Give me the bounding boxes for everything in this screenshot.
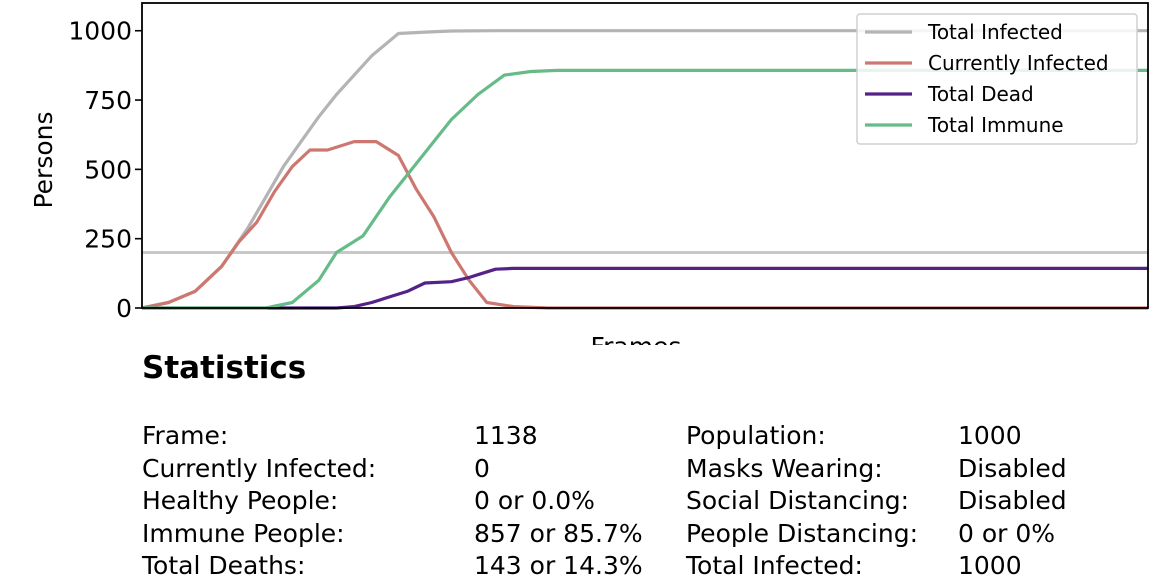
- statistics-title: Statistics: [142, 350, 307, 386]
- y-tick-label: 500: [84, 155, 132, 184]
- series-line-currently-infected: [141, 140, 1148, 310]
- stat-value-total-infected: 1000: [958, 551, 1022, 580]
- y-axis-label: Persons: [29, 111, 58, 208]
- plot-lines: [141, 29, 1148, 310]
- legend-label: Currently Infected: [928, 51, 1109, 75]
- stat-value-masks-wearing: Disabled: [958, 454, 1067, 483]
- stat-value-currently-infected: 0: [474, 454, 490, 483]
- stat-label-people-distancing: People Distancing:: [686, 519, 919, 548]
- stat-label-currently-infected: Currently Infected:: [142, 454, 377, 483]
- stat-value-total-deaths: 143 or 14.3%: [474, 551, 643, 580]
- legend-label: Total Infected: [927, 20, 1063, 44]
- legend-label: Total Immune: [927, 113, 1064, 137]
- line-chart: 0 250 500 750 1000 Persons Frames Total Infe…: [29, 2, 1149, 345]
- y-tick-label: 250: [84, 225, 132, 254]
- y-tick-label: 0: [116, 294, 132, 323]
- stat-label-total-deaths: Total Deaths:: [142, 551, 306, 580]
- stat-label-healthy-people: Healthy People:: [142, 486, 339, 515]
- series-line-total-dead: [142, 266, 1148, 310]
- series-line-total-immune: [142, 68, 1148, 310]
- x-axis-label: Frames: [591, 332, 682, 345]
- stat-value-healthy-people: 0 or 0.0%: [474, 486, 595, 515]
- stat-label-social-distancing: Social Distancing:: [686, 486, 910, 515]
- stat-label-immune-people: Immune People:: [142, 519, 345, 548]
- stat-label-population: Population:: [686, 421, 826, 450]
- legend-box: [856, 13, 1138, 145]
- y-axis-ticks: 0 250 500 750 1000: [68, 17, 142, 323]
- plot-frame: [141, 2, 1149, 309]
- y-tick-label: 750: [84, 86, 132, 115]
- stat-label-total-infected: Total Infected:: [686, 551, 863, 580]
- stat-label-frame: Frame:: [142, 421, 229, 450]
- stat-value-immune-people: 857 or 85.7%: [474, 519, 643, 548]
- stat-label-masks-wearing: Masks Wearing:: [686, 454, 883, 483]
- y-tick-label: 1000: [68, 17, 132, 46]
- legend: Total Infected Currently Infected Total De…: [856, 13, 1138, 145]
- stat-value-people-distancing: 0 or 0%: [958, 519, 1056, 548]
- stat-value-social-distancing: Disabled: [958, 486, 1067, 515]
- stat-value-population: 1000: [958, 421, 1022, 450]
- legend-label: Total Dead: [927, 82, 1034, 106]
- stat-value-frame: 1138: [474, 421, 538, 450]
